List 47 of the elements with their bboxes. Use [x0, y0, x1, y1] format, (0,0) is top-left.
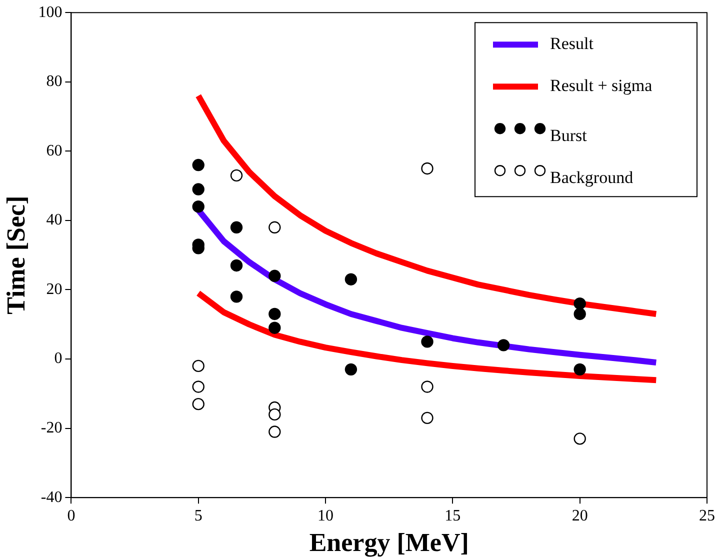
point [421, 336, 434, 348]
point [344, 273, 358, 286]
x-axis-title: Energy [MeV] [309, 528, 469, 558]
point [268, 426, 281, 438]
x-tick-label: 25 [699, 507, 715, 524]
point [230, 169, 243, 182]
y-tick-label: 40 [46, 212, 62, 229]
y-tick-label: -40 [40, 488, 62, 506]
point [230, 290, 243, 303]
point [574, 432, 586, 445]
point [192, 360, 204, 372]
y-tick-label: 60 [46, 142, 62, 160]
point [344, 363, 358, 376]
point [192, 398, 204, 410]
y-axis-title: Time [Sec] [1, 196, 30, 314]
point [192, 200, 204, 213]
point [421, 380, 434, 393]
point [497, 339, 510, 352]
x-tick-label: 15 [444, 507, 461, 524]
point [192, 183, 204, 196]
x-tick-label: 10 [318, 507, 334, 524]
x-tick-label: 0 [67, 507, 76, 524]
x-tick-label: 5 [194, 507, 202, 524]
legend-label: Burst [550, 126, 588, 146]
legend-label: Background [550, 168, 634, 188]
y-tick-label: -20 [40, 420, 62, 437]
y-tick-label: 0 [54, 350, 62, 368]
point [192, 380, 204, 393]
legend-label: Result + sigma [550, 76, 653, 96]
point [230, 259, 243, 272]
point [574, 363, 586, 376]
point [268, 322, 281, 334]
legend-label: Result [550, 34, 594, 54]
y-tick-label: 80 [46, 73, 62, 90]
y-tick-label: 20 [46, 280, 62, 298]
point [421, 162, 434, 175]
point [574, 308, 586, 320]
point [574, 298, 586, 310]
point [268, 270, 281, 282]
point [230, 221, 243, 234]
point [421, 412, 434, 424]
point [268, 221, 281, 234]
point [268, 408, 281, 421]
x-tick-label: 20 [572, 507, 588, 524]
y-tick-label: 100 [38, 4, 62, 21]
point [192, 158, 204, 172]
point [268, 308, 281, 320]
